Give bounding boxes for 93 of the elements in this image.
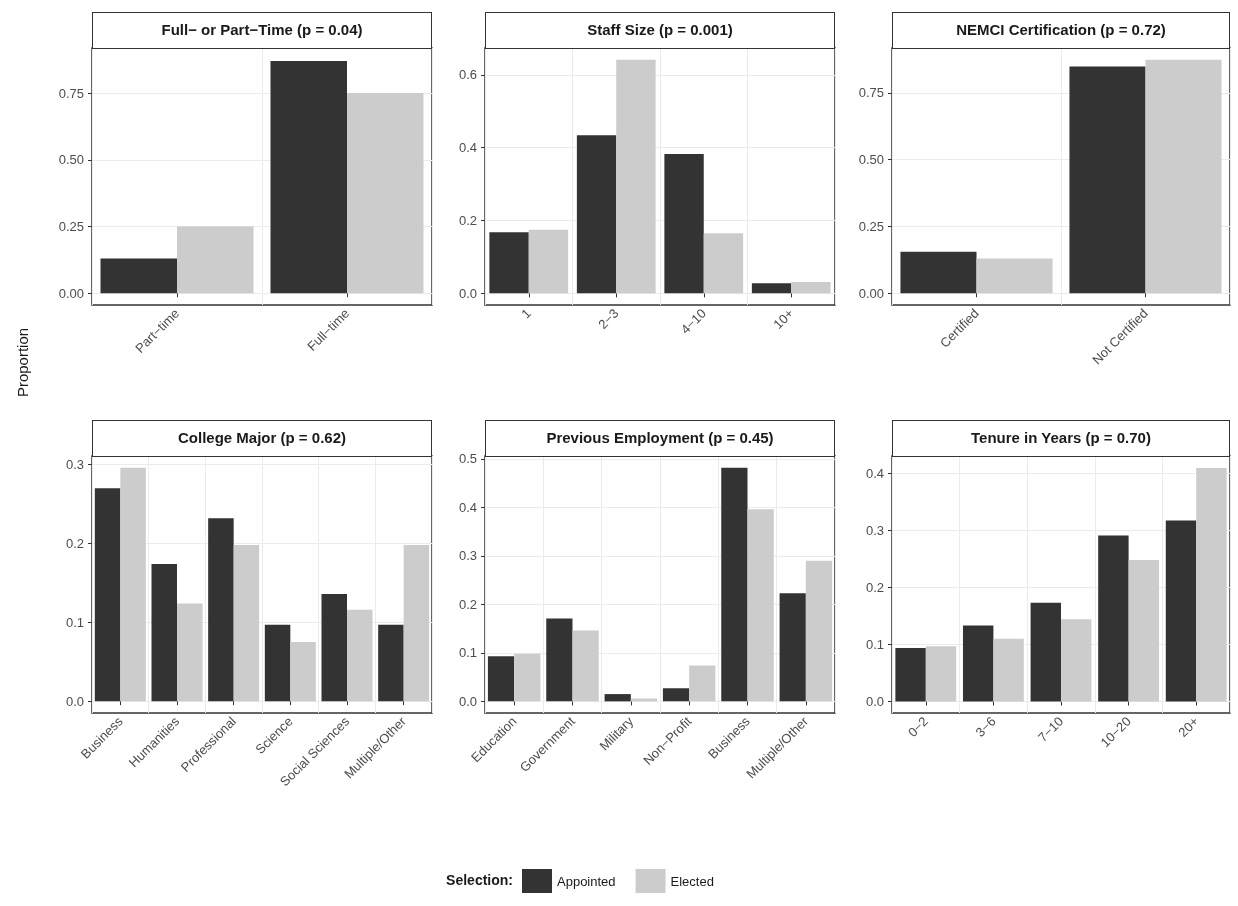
bar (1098, 535, 1129, 702)
bar (1061, 619, 1092, 702)
y-tick-label: 0.4 (458, 499, 477, 515)
bar (208, 518, 234, 702)
y-tick-label: 0.00 (58, 285, 84, 301)
bar (751, 283, 792, 294)
bar (576, 135, 617, 294)
bar (900, 251, 977, 294)
bar (514, 653, 541, 702)
x-tick-label: 1 (518, 305, 535, 322)
y-axis-title: Proportion (13, 327, 31, 397)
bar (378, 624, 404, 702)
chart-title: Previous Employment (p = 0.45) (485, 420, 835, 457)
bar (1030, 602, 1061, 702)
bar (976, 258, 1053, 294)
bar (1069, 66, 1146, 294)
legend-label: Appointed (557, 873, 616, 889)
y-tick-label: 0.2 (458, 596, 477, 612)
y-tick-label: 0.4 (865, 465, 884, 481)
bar (895, 647, 926, 702)
y-tick-label: 0.25 (858, 218, 884, 234)
x-tick-label: 2−3 (595, 305, 622, 332)
bar (604, 694, 631, 702)
y-tick-label: 0.50 (858, 152, 884, 168)
bar (791, 282, 831, 294)
bar (993, 638, 1024, 702)
bar (403, 545, 430, 702)
chart-title: College Major (p = 0.62) (92, 420, 432, 457)
bar (233, 545, 260, 702)
y-tick-label: 0.2 (865, 579, 884, 595)
bar (779, 593, 806, 702)
y-tick-label: 0.1 (65, 614, 84, 630)
bar (664, 153, 704, 294)
y-tick-label: 0.75 (58, 85, 84, 101)
chart-title: Staff Size (p = 0.001) (485, 12, 835, 49)
bar (290, 642, 316, 702)
y-tick-label: 0.2 (458, 213, 477, 229)
chart-title: Tenure in Years (p = 0.70) (892, 420, 1230, 457)
bar (630, 698, 658, 702)
y-tick-label: 0.75 (858, 85, 884, 101)
chart-title: NEMCI Certification (p = 0.72) (892, 12, 1230, 49)
bar (1128, 559, 1160, 702)
bar (177, 603, 203, 702)
bar (616, 59, 656, 294)
y-tick-label: 0.0 (458, 285, 477, 301)
y-tick-label: 0.0 (65, 693, 84, 709)
legend-label: Elected (670, 873, 714, 889)
y-tick-label: 0.3 (458, 548, 477, 564)
bar (925, 646, 957, 702)
chart-title: Full− or Part−Time (p = 0.04) (92, 12, 432, 49)
bar (1196, 467, 1227, 702)
y-tick-label: 0.00 (858, 285, 884, 301)
y-tick-label: 0.25 (58, 219, 84, 235)
y-tick-label: 0.50 (58, 152, 84, 168)
bar (347, 93, 424, 294)
y-tick-label: 0.0 (865, 694, 884, 710)
x-tick-label: 10+ (770, 305, 797, 332)
bar (572, 630, 599, 702)
bar (347, 609, 373, 702)
y-tick-label: 0.2 (65, 536, 84, 552)
y-tick-label: 0.5 (458, 451, 477, 467)
y-tick-label: 0.1 (865, 636, 884, 652)
bar (270, 61, 347, 294)
bar (703, 233, 744, 294)
y-tick-label: 0.1 (458, 645, 477, 661)
bar (805, 560, 833, 702)
bar (120, 467, 146, 702)
legend-title: Selection: (446, 872, 513, 888)
x-tick-label: 20+ (1175, 713, 1202, 740)
bar (747, 509, 774, 702)
bar (662, 688, 690, 702)
y-tick-label: 0.6 (458, 67, 477, 83)
bar (546, 618, 573, 702)
x-tick-label: 3−6 (972, 713, 999, 740)
y-tick-label: 0.4 (458, 140, 477, 156)
bar (721, 467, 748, 702)
bar (321, 593, 347, 702)
bar (151, 564, 177, 702)
bar (1145, 59, 1222, 294)
y-tick-label: 0.0 (458, 693, 477, 709)
bar (489, 232, 529, 294)
bar (177, 226, 254, 294)
y-tick-label: 0.3 (865, 522, 884, 538)
bar (100, 258, 177, 294)
bar (1165, 520, 1197, 702)
y-tick-label: 0.3 (65, 457, 84, 473)
bar (528, 229, 569, 294)
x-tick-label: 0−2 (904, 713, 932, 740)
bar (962, 625, 994, 702)
bar (94, 488, 121, 702)
bar (487, 656, 515, 702)
bar (264, 624, 291, 702)
bar (689, 665, 716, 702)
